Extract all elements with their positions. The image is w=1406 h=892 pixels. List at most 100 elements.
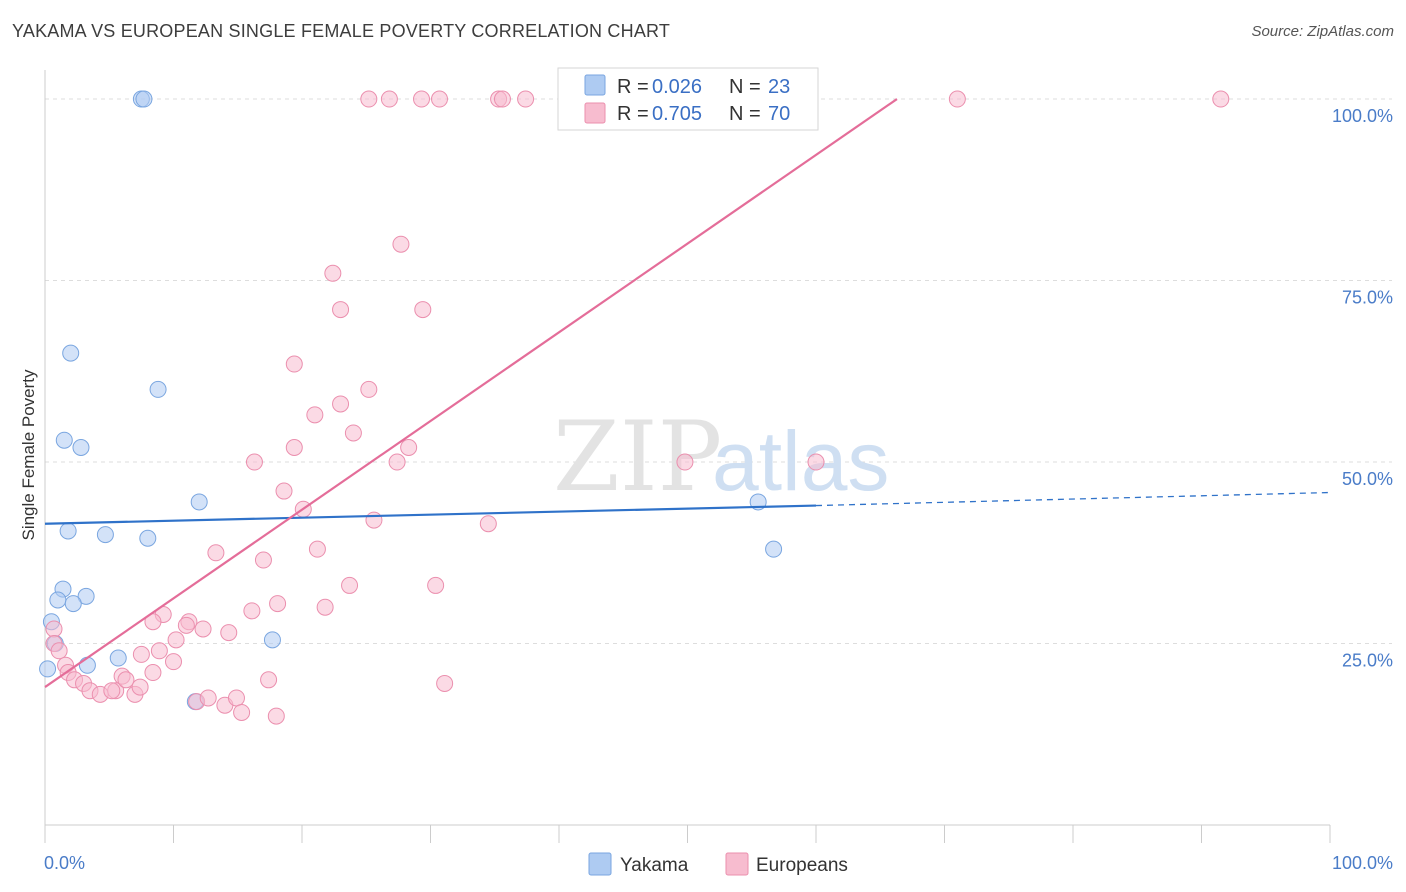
x-tick-label-min: 0.0% [44,853,85,873]
point-europeans-42 [167,631,185,649]
point-europeans-28 [308,540,326,558]
point-europeans-68 [436,674,454,692]
point-europeans-31 [341,576,359,594]
point-europeans-20 [245,453,263,471]
point-yakama-11 [765,540,783,558]
point-europeans-21 [388,453,406,471]
point-yakama-18 [78,656,96,674]
legend-swatch-yakama [588,852,612,876]
labels-layer: 25.0% 50.0% 75.0% 100.0% 0.0% 100.0% [44,106,1393,873]
point-europeans-45 [45,620,63,638]
point-europeans-66 [260,671,278,689]
stats-legend-r-value-europeans: 0.705 [652,103,702,125]
stats-legend-n-label-yakama: N = [729,76,761,98]
grid-layer [45,98,1392,645]
point-europeans-12 [414,301,432,319]
point-europeans-13 [285,355,303,373]
point-europeans-5 [493,90,511,108]
point-europeans-8 [1212,90,1230,108]
point-europeans-34 [316,598,334,616]
point-europeans-9 [392,235,410,253]
stats-legend-swatch-yakama [584,74,606,96]
point-yakama-22 [39,660,57,678]
point-europeans-41 [220,624,238,642]
point-yakama-8 [96,526,114,544]
point-europeans-62 [199,689,217,707]
chart-title: YAKAMA VS EUROPEAN SINGLE FEMALE POVERTY… [12,21,671,41]
point-europeans-32 [427,576,445,594]
point-yakama-1 [135,90,153,108]
point-yakama-4 [55,431,73,449]
point-europeans-17 [344,424,362,442]
point-europeans-14 [360,380,378,398]
point-europeans-3 [430,90,448,108]
y-tick-label-75: 75.0% [1342,288,1393,308]
bottom-legend: Yakama Europeans [588,852,848,876]
stats-legend: R = 0.026 N = 23 R = 0.705 N = 70 [557,67,819,131]
point-europeans-2 [413,90,431,108]
point-europeans-7 [948,90,966,108]
stats-legend-r-value-yakama: 0.026 [652,76,702,98]
point-yakama-9 [139,529,157,547]
point-yakama-13 [49,591,67,609]
point-europeans-67 [267,707,285,725]
point-europeans-47 [50,642,68,660]
point-europeans-10 [324,264,342,282]
point-yakama-14 [77,587,95,605]
point-yakama-7 [59,522,77,540]
point-europeans-39 [177,616,195,634]
point-europeans-0 [360,90,378,108]
watermark-atlas: atlas [712,414,889,508]
point-europeans-58 [131,678,149,696]
point-europeans-27 [479,515,497,533]
legend-swatch-europeans [725,852,749,876]
points-layer [39,90,1230,725]
y-axis-title: Single Female Poverty [19,369,38,541]
point-yakama-20 [263,631,281,649]
legend-label-europeans: Europeans [756,855,848,876]
point-yakama-2 [62,344,80,362]
point-yakama-3 [149,380,167,398]
point-europeans-1 [380,90,398,108]
point-europeans-35 [243,602,261,620]
point-europeans-69 [103,682,121,700]
point-europeans-23 [807,453,825,471]
point-europeans-11 [332,301,350,319]
stats-legend-n-value-yakama: 23 [768,76,790,98]
point-europeans-6 [517,90,535,108]
point-europeans-44 [132,645,150,663]
point-europeans-15 [306,406,324,424]
point-europeans-18 [285,439,303,456]
point-europeans-64 [227,689,245,707]
stats-legend-r-label-europeans: R = [617,103,649,125]
y-tick-label-25: 25.0% [1342,651,1393,671]
point-europeans-19 [400,439,418,456]
watermark-zip: ZIP [553,401,722,513]
trend-line-yakama [44,504,817,525]
point-europeans-16 [332,395,350,413]
y-tick-label-100: 100.0% [1332,106,1393,126]
point-europeans-65 [233,703,251,721]
trend-layer [44,98,1331,688]
trend-line-europeans [44,98,898,688]
point-europeans-59 [165,653,182,671]
point-yakama-5 [72,439,90,456]
point-europeans-43 [150,642,168,660]
point-yakama-6 [190,493,208,511]
point-yakama-19 [109,649,127,667]
point-europeans-24 [275,482,293,500]
stats-legend-swatch-europeans [584,102,606,124]
point-europeans-26 [365,511,383,529]
x-tick-label-max: 100.0% [1332,853,1393,873]
point-europeans-40 [194,620,212,638]
point-europeans-56 [117,671,135,689]
y-tick-label-50: 50.0% [1342,469,1393,489]
stats-legend-n-label-europeans: N = [729,103,761,125]
stats-legend-n-value-europeans: 70 [768,103,790,125]
legend-label-yakama: Yakama [620,855,689,876]
point-europeans-33 [269,595,287,613]
point-europeans-22 [676,453,694,471]
point-europeans-60 [144,664,162,682]
source-credit: Source: ZipAtlas.com [1251,23,1394,40]
